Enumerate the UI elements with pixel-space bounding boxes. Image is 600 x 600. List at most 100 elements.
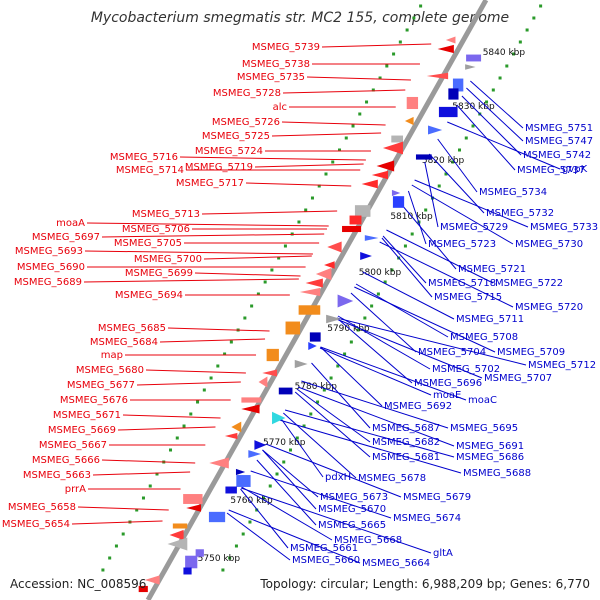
forward-gene-label[interactable]: MSMEG_5739 (252, 42, 320, 53)
forward-gene-label[interactable]: MSMEG_5694 (115, 290, 183, 301)
forward-gene-label[interactable]: MSMEG_5671 (53, 410, 121, 421)
reverse-gene-label[interactable]: MSMEG_5670 (318, 504, 386, 515)
reverse-gene-label[interactable]: MSMEG_5681 (372, 452, 440, 463)
leader-line (470, 80, 524, 129)
reverse-gene-label[interactable]: MSMEG_5674 (393, 513, 461, 524)
forward-gene-label[interactable]: MSMEG_5697 (32, 232, 100, 243)
reverse-gene-label[interactable]: MSMEG_5737 (517, 165, 585, 176)
forward-gene-label[interactable]: MSMEG_5658 (8, 502, 76, 513)
forward-gene-label[interactable]: MSMEG_5669 (48, 425, 116, 436)
reverse-gene-label[interactable]: MSMEG_5691 (456, 441, 524, 452)
reverse-gene-label[interactable]: MSMEG_5712 (528, 360, 596, 371)
gene-block (225, 486, 237, 494)
reverse-gene-label[interactable]: MSMEG_5720 (515, 302, 583, 313)
reverse-gene-label[interactable]: MSMEG_5734 (479, 187, 547, 198)
forward-gene-label[interactable]: map (101, 350, 123, 361)
scale-dot (324, 172, 328, 176)
reverse-gene-label[interactable]: MSMEG_5733 (530, 222, 598, 233)
forward-gene-label[interactable]: prrA (65, 484, 86, 495)
forward-gene-label[interactable]: MSMEG_5700 (134, 254, 202, 265)
reverse-gene-label[interactable]: MSMEG_5688 (463, 468, 531, 479)
forward-gene-label[interactable]: MSMEG_5706 (122, 224, 190, 235)
reverse-gene-label[interactable]: MSMEG_5678 (358, 473, 426, 484)
forward-gene-label[interactable]: MSMEG_5676 (60, 395, 128, 406)
reverse-gene-label[interactable]: MSMEG_5704 (418, 347, 486, 358)
forward-gene-label[interactable]: alc (273, 102, 287, 113)
forward-gene-label[interactable]: MSMEG_5654 (2, 519, 70, 530)
forward-gene-label[interactable]: MSMEG_5685 (98, 323, 166, 334)
reverse-gene-label[interactable]: MSMEG_5673 (320, 492, 388, 503)
scale-dot (412, 16, 416, 20)
reverse-gene-label[interactable]: MSMEG_5721 (458, 264, 526, 275)
forward-gene-label[interactable]: MSMEG_5689 (14, 277, 82, 288)
forward-gene-label[interactable]: MSMEG_5724 (195, 146, 263, 157)
forward-gene-label[interactable]: MSMEG_5725 (202, 131, 270, 142)
leader-line (86, 222, 329, 227)
forward-gene-label[interactable]: MSMEG_5667 (39, 440, 107, 451)
reverse-gene-label[interactable]: moaE (433, 390, 461, 401)
leader-line (461, 95, 522, 156)
forward-gene-label[interactable]: MSMEG_5677 (67, 380, 135, 391)
reverse-gene-label[interactable]: MSMEG_5661 (290, 543, 358, 554)
reverse-gene-label[interactable]: MSMEG_5660 (292, 555, 360, 566)
forward-gene-label[interactable]: moaA (56, 218, 85, 229)
reverse-gene-label[interactable]: MSMEG_5729 (440, 222, 508, 233)
reverse-gene-label[interactable]: MSMEG_5718 (428, 278, 496, 289)
reverse-gene-label[interactable]: MSMEG_5665 (318, 520, 386, 531)
forward-gene-label[interactable]: MSMEG_5690 (17, 262, 85, 273)
forward-gene-arrow (186, 504, 202, 512)
forward-gene-label[interactable]: MSMEG_5713 (132, 209, 200, 220)
reverse-gene-label[interactable]: MSMEG_5732 (486, 208, 554, 219)
reverse-gene-label[interactable]: MSMEG_5664 (362, 558, 430, 569)
reverse-gene-label[interactable]: MSMEG_5692 (384, 401, 452, 412)
forward-gene-label[interactable]: MSMEG_5716 (110, 152, 178, 163)
reverse-gene-label[interactable]: MSMEG_5707 (484, 373, 552, 384)
scale-dot (175, 436, 179, 440)
reverse-gene-label[interactable]: MSMEG_5751 (525, 123, 593, 134)
scale-dot (255, 508, 259, 512)
reverse-gene-label[interactable]: pdxH (325, 472, 351, 483)
reverse-gene-label[interactable]: MSMEG_5682 (372, 437, 440, 448)
gene-block (195, 549, 204, 557)
reverse-gene-label[interactable]: MSMEG_5679 (403, 492, 471, 503)
reverse-gene-label[interactable]: MSMEG_5668 (334, 535, 402, 546)
reverse-gene-label[interactable]: MSMEG_5687 (372, 423, 440, 434)
forward-gene-label[interactable]: MSMEG_5714 (116, 165, 184, 176)
reverse-gene-label[interactable]: MSMEG_5696 (414, 378, 482, 389)
forward-gene-label[interactable]: MSMEG_5728 (213, 88, 281, 99)
reverse-gene-label[interactable]: gvpK (562, 164, 588, 175)
reverse-gene-label[interactable]: moaC (468, 395, 497, 406)
forward-gene-label[interactable]: MSMEG_5719 (185, 162, 253, 173)
leader-line (92, 471, 191, 476)
forward-gene-label[interactable]: MSMEG_5735 (237, 72, 305, 83)
reverse-gene-label[interactable]: MSMEG_5723 (428, 239, 496, 250)
forward-gene-label[interactable]: MSMEG_5738 (242, 59, 310, 70)
forward-gene-label[interactable]: MSMEG_5666 (32, 455, 100, 466)
scale-dot (539, 4, 543, 8)
reverse-gene-label[interactable]: MSMEG_5730 (515, 239, 583, 250)
scale-dot (234, 544, 238, 548)
scale-dot (403, 244, 407, 248)
leader-line (297, 386, 455, 447)
reverse-gene-label[interactable]: MSMEG_5686 (456, 452, 524, 463)
reverse-gene-label[interactable]: MSMEG_5747 (525, 136, 593, 147)
reverse-gene-label[interactable]: MSMEG_5711 (456, 314, 524, 325)
reverse-gene-label[interactable]: MSMEG_5702 (432, 364, 500, 375)
reverse-gene-label[interactable]: MSMEG_5715 (434, 292, 502, 303)
leader-line (77, 506, 169, 511)
forward-gene-label[interactable]: MSMEG_5663 (23, 470, 91, 481)
forward-gene-label[interactable]: MSMEG_5699 (125, 268, 193, 279)
forward-gene-label[interactable]: MSMEG_5693 (15, 246, 83, 257)
leader-line (228, 509, 361, 564)
forward-gene-label[interactable]: MSMEG_5726 (212, 117, 280, 128)
forward-gene-label[interactable]: MSMEG_5680 (76, 365, 144, 376)
forward-gene-label[interactable]: MSMEG_5684 (90, 337, 158, 348)
reverse-gene-label[interactable]: MSMEG_5722 (495, 278, 563, 289)
reverse-gene-label[interactable]: MSMEG_5708 (450, 332, 518, 343)
reverse-gene-label[interactable]: MSMEG_5695 (450, 423, 518, 434)
reverse-gene-label[interactable]: gltA (433, 548, 453, 559)
forward-gene-label[interactable]: MSMEG_5717 (176, 178, 244, 189)
forward-gene-label[interactable]: MSMEG_5705 (114, 238, 182, 249)
reverse-gene-label[interactable]: MSMEG_5742 (523, 150, 591, 161)
reverse-gene-label[interactable]: MSMEG_5709 (497, 347, 565, 358)
